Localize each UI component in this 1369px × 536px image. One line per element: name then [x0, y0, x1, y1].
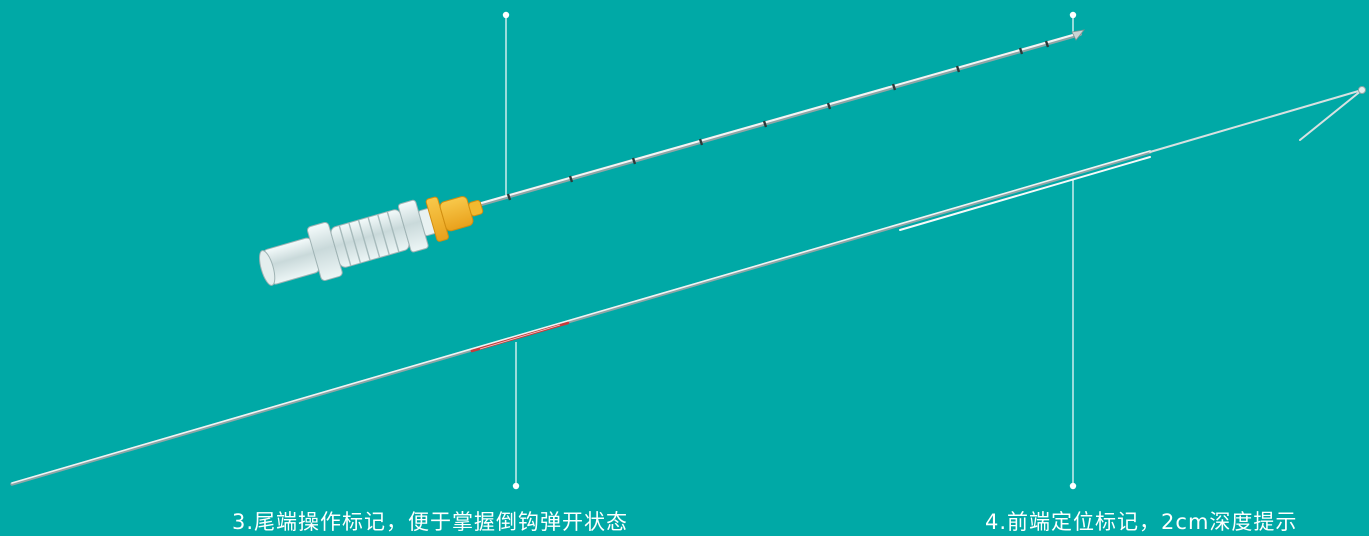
hook-wire-icon [10, 86, 1366, 486]
needle-icon [475, 29, 1085, 208]
callout-line-4 [1069, 179, 1077, 490]
hub-icon [259, 196, 484, 286]
callout-caption-4: 4.前端定位标记，2cm深度提示 [985, 510, 1298, 534]
callout-caption-3: 3.尾端操作标记，便于掌握倒钩弹开状态 [232, 510, 629, 534]
callout-line-top-left [502, 11, 510, 199]
callout-line-3 [512, 342, 520, 490]
